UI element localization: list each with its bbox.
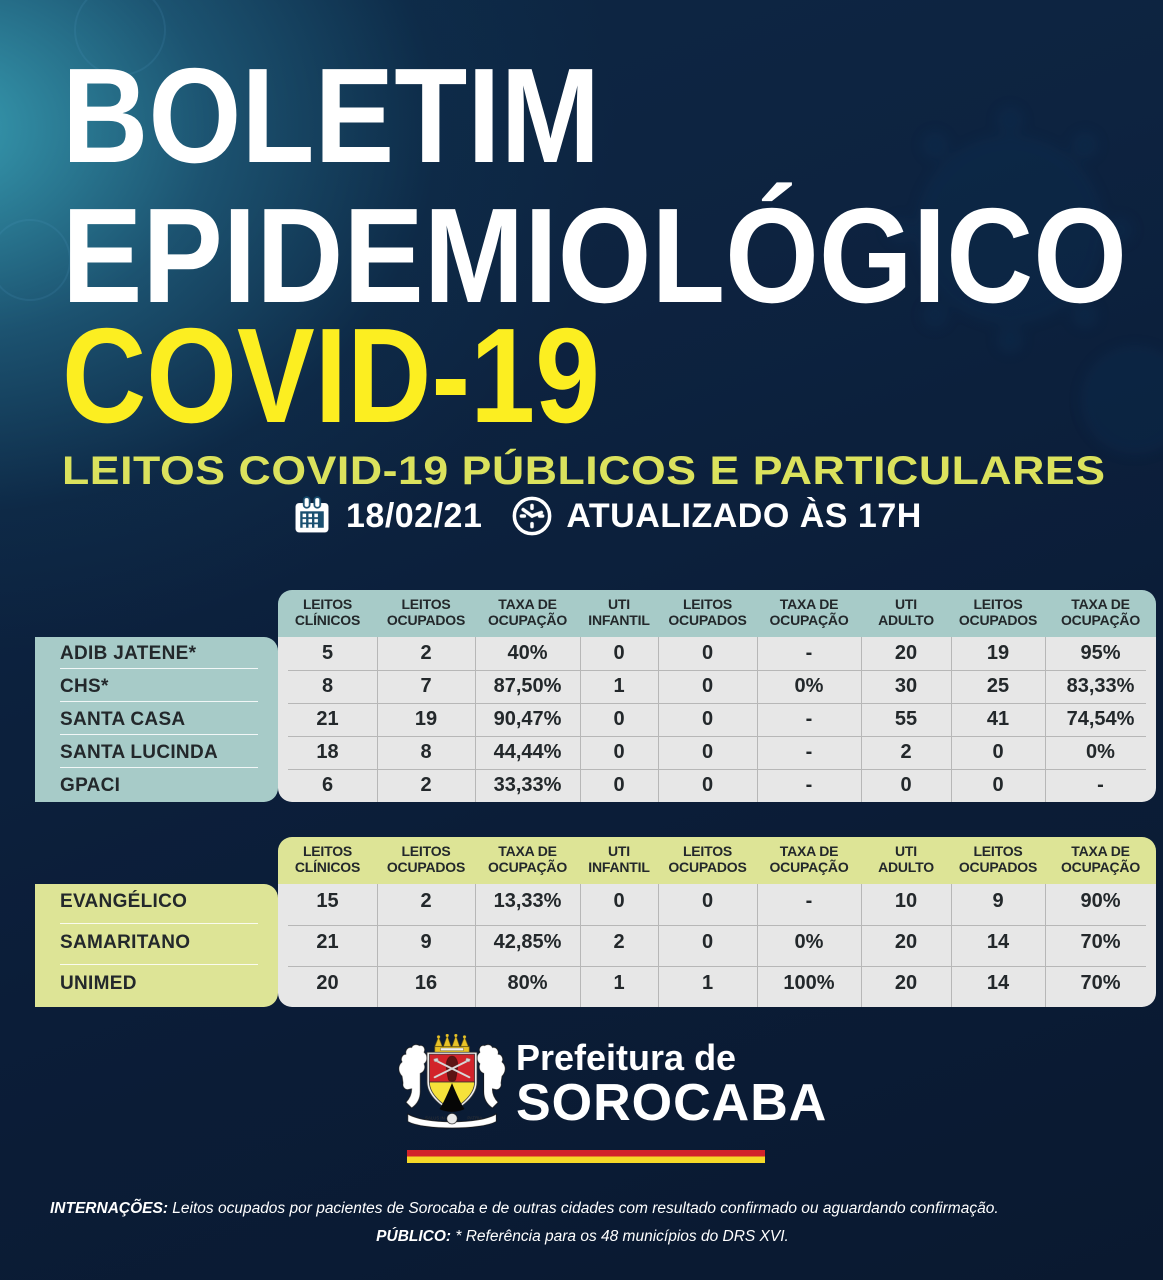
- svg-text:PATRIA: PATRIA: [467, 1116, 482, 1121]
- svg-text:SALUS IN: SALUS IN: [425, 1116, 445, 1121]
